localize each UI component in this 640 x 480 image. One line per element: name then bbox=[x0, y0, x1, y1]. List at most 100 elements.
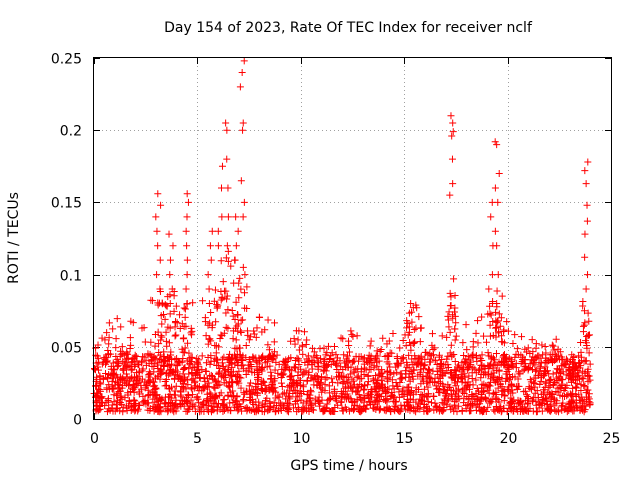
data-point bbox=[410, 407, 418, 415]
data-point bbox=[147, 296, 155, 304]
data-point bbox=[581, 253, 589, 261]
data-point bbox=[585, 349, 593, 357]
data-point bbox=[583, 332, 591, 340]
data-point bbox=[534, 352, 542, 360]
data-point bbox=[204, 271, 212, 279]
data-point bbox=[164, 362, 172, 370]
data-point bbox=[326, 355, 334, 363]
data-point bbox=[526, 349, 534, 357]
data-point bbox=[341, 403, 349, 411]
data-point bbox=[118, 343, 126, 351]
data-point bbox=[237, 316, 245, 324]
data-point bbox=[187, 354, 195, 362]
data-point bbox=[109, 325, 117, 333]
data-point bbox=[392, 378, 400, 386]
data-point bbox=[465, 356, 473, 364]
data-point bbox=[474, 339, 482, 347]
data-point bbox=[241, 404, 249, 412]
data-point bbox=[367, 387, 375, 395]
data-point bbox=[426, 358, 434, 366]
data-point bbox=[171, 356, 179, 364]
data-point bbox=[407, 341, 415, 349]
y-tick-label: 0.25 bbox=[51, 52, 82, 68]
data-point bbox=[528, 336, 536, 344]
data-point bbox=[332, 351, 340, 359]
data-point bbox=[445, 363, 453, 371]
data-point bbox=[126, 375, 134, 383]
data-point bbox=[441, 392, 449, 400]
data-point bbox=[242, 341, 250, 349]
data-point bbox=[395, 393, 403, 401]
data-point bbox=[435, 407, 443, 415]
data-point bbox=[383, 403, 391, 411]
data-point bbox=[255, 313, 263, 321]
data-point bbox=[438, 356, 446, 364]
data-point bbox=[433, 385, 441, 393]
data-point bbox=[218, 213, 226, 221]
data-point bbox=[185, 392, 193, 400]
data-point bbox=[223, 242, 231, 250]
data-point bbox=[116, 352, 124, 360]
data-point bbox=[160, 400, 168, 408]
data-point bbox=[462, 355, 470, 363]
data-point bbox=[164, 354, 172, 362]
data-point bbox=[188, 368, 196, 376]
data-point bbox=[279, 371, 287, 379]
data-point bbox=[183, 213, 191, 221]
data-point bbox=[272, 407, 280, 415]
data-point bbox=[531, 383, 539, 391]
data-point bbox=[336, 357, 344, 365]
data-point bbox=[261, 381, 269, 389]
data-point bbox=[566, 398, 574, 406]
data-point bbox=[101, 336, 109, 344]
data-point bbox=[563, 357, 571, 365]
data-point bbox=[444, 397, 452, 405]
data-point bbox=[438, 332, 446, 340]
data-point bbox=[231, 256, 239, 264]
data-point bbox=[219, 278, 227, 286]
data-point bbox=[140, 353, 148, 361]
data-point bbox=[158, 368, 166, 376]
data-point bbox=[236, 274, 244, 282]
data-point bbox=[548, 341, 556, 349]
data-point bbox=[584, 271, 592, 279]
data-point bbox=[439, 382, 447, 390]
data-point bbox=[493, 141, 501, 149]
data-point bbox=[324, 342, 332, 350]
data-point bbox=[113, 404, 121, 412]
data-point bbox=[181, 313, 189, 321]
data-point bbox=[321, 375, 329, 383]
data-point bbox=[446, 328, 454, 336]
data-point bbox=[482, 407, 490, 415]
data-point bbox=[542, 394, 550, 402]
data-point bbox=[552, 388, 560, 396]
data-point bbox=[452, 332, 460, 340]
data-point bbox=[179, 354, 187, 362]
data-point bbox=[408, 308, 416, 316]
data-point bbox=[156, 256, 164, 264]
data-point bbox=[445, 323, 453, 331]
data-point bbox=[215, 369, 223, 377]
data-point bbox=[537, 359, 545, 367]
data-point bbox=[255, 402, 263, 410]
data-point bbox=[532, 340, 540, 348]
data-point bbox=[152, 213, 160, 221]
data-point bbox=[193, 358, 201, 366]
data-point bbox=[265, 383, 273, 391]
data-point bbox=[176, 325, 184, 333]
data-point bbox=[155, 299, 163, 307]
data-point bbox=[345, 341, 353, 349]
data-point bbox=[484, 386, 492, 394]
data-point bbox=[344, 373, 352, 381]
data-point bbox=[235, 344, 243, 352]
data-point bbox=[581, 382, 589, 390]
data-point bbox=[328, 375, 336, 383]
data-point bbox=[495, 310, 503, 318]
data-point bbox=[405, 373, 413, 381]
data-point bbox=[361, 394, 369, 402]
data-point bbox=[482, 338, 490, 346]
data-point bbox=[465, 364, 473, 372]
data-point bbox=[294, 372, 302, 380]
data-point bbox=[424, 390, 432, 398]
data-point bbox=[323, 362, 331, 370]
